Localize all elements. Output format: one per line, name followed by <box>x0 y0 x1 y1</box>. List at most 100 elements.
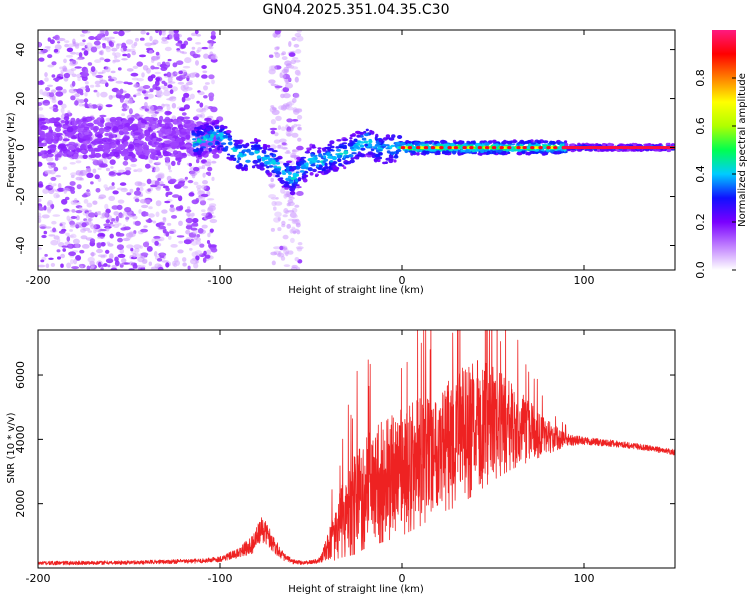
spectrogram-cell <box>166 118 171 124</box>
spectrogram-cell <box>67 133 73 138</box>
spectrogram-cell <box>110 166 114 169</box>
colorbar-tick-label: 0.2 <box>694 213 707 231</box>
spectrogram-cell <box>179 146 187 150</box>
spectrogram-cell <box>41 121 47 125</box>
spectrogram-cell <box>119 97 124 103</box>
spectrogram-cell <box>161 36 168 42</box>
spectrogram-cell <box>99 57 105 61</box>
spectrogram-cell <box>273 165 278 169</box>
spectrogram-cell <box>296 186 302 189</box>
spectrogram-cell <box>325 153 331 156</box>
spectrogram-cell <box>492 150 497 155</box>
spectrogram-cell <box>87 230 93 233</box>
spectrogram-cell <box>250 147 256 150</box>
spectrogram-cell <box>271 159 276 164</box>
spectrogram-cell <box>165 187 170 192</box>
spectrogram-cell <box>81 208 89 212</box>
spectrogram-cell <box>307 167 313 172</box>
spectrogram-cell <box>292 172 298 177</box>
spectrogram-cell <box>89 238 96 244</box>
spectrogram-cell <box>453 148 459 151</box>
spectrogram-cell <box>158 30 162 36</box>
spectrogram-xtick-label: 0 <box>399 274 406 287</box>
spectrogram-cell <box>286 185 292 189</box>
spectrogram-cell <box>171 160 176 166</box>
spectrogram-cell <box>41 234 47 239</box>
spectrogram-cell <box>148 49 154 54</box>
spectrogram-cell <box>211 79 215 85</box>
spectrogram-cell <box>210 55 218 60</box>
spectrogram-cell <box>123 136 130 141</box>
spectrogram-cell <box>172 62 178 68</box>
spectrogram-cell <box>171 102 177 109</box>
spectrogram-cell <box>289 190 296 196</box>
spectrogram-cell <box>96 103 104 109</box>
spectrogram-cell <box>136 78 144 82</box>
spectrogram-cell <box>70 60 78 66</box>
spectrogram-cell <box>133 190 142 196</box>
spectrogram-cell <box>61 245 69 248</box>
spectrogram-cell <box>235 145 240 149</box>
spectrogram-cell <box>279 177 284 180</box>
spectrogram-cell <box>38 57 45 62</box>
spectrogram-cell <box>94 80 101 86</box>
spectrogram-cell <box>50 146 57 152</box>
spectrogram-cell <box>170 137 176 141</box>
spectrogram-cell <box>145 90 151 94</box>
spectrogram-cell <box>173 30 179 34</box>
spectrogram-cell <box>74 242 80 249</box>
spectrogram-cell <box>361 137 367 141</box>
spectrogram-cell <box>485 142 491 145</box>
spectrogram-cell <box>142 241 150 248</box>
spectrogram-cell <box>245 159 251 163</box>
spectrogram-cell <box>95 74 104 79</box>
spectrogram-cell <box>230 157 235 161</box>
spectrogram-cell <box>121 108 128 112</box>
spectrogram-cell <box>77 124 85 128</box>
spectrogram-cell <box>393 155 399 159</box>
spectrogram-cell <box>285 177 290 182</box>
spectrogram-cell <box>187 37 193 41</box>
spectrogram-cell <box>138 140 144 144</box>
spectrogram-cell <box>138 154 146 159</box>
spectrogram-cell <box>134 220 141 226</box>
spectrogram-cell <box>439 139 446 144</box>
spectrogram-cell <box>314 156 318 160</box>
spectrogram-cell <box>109 253 114 260</box>
spectrogram-cell <box>342 142 348 145</box>
spectrogram-cell <box>363 133 370 137</box>
spectrogram-cell <box>144 101 148 108</box>
spectrogram-cell <box>164 110 172 116</box>
spectrogram-cell <box>291 132 299 138</box>
spectrogram-cell <box>295 124 302 127</box>
spectrogram-cell <box>83 98 89 103</box>
spectrogram-cell <box>177 181 185 187</box>
spectrogram-cell <box>183 104 190 110</box>
spectrogram-cell <box>66 126 74 133</box>
spectrogram-cell <box>199 200 207 206</box>
spectrogram-cell <box>273 206 277 211</box>
spectrogram-cell <box>338 163 343 167</box>
spectrogram-cell <box>204 82 210 85</box>
spectrogram-cell <box>273 246 281 250</box>
spectrogram-xtick-label: -100 <box>208 274 233 287</box>
spectrogram-cell <box>120 150 129 155</box>
spectrogram-cell <box>144 42 152 47</box>
spectrogram-cell <box>55 127 61 133</box>
spectrogram-cell <box>272 149 278 153</box>
spectrogram-cell <box>117 169 126 173</box>
spectrogram-cell <box>309 160 313 165</box>
spectrogram-cell <box>184 144 192 148</box>
spectrogram-cell <box>150 266 159 270</box>
spectrogram-cell <box>121 113 126 117</box>
spectrogram-cell <box>137 182 146 187</box>
spectrogram-cell <box>74 222 82 228</box>
spectrogram-cell <box>104 203 109 210</box>
spectrogram-cell <box>255 139 261 142</box>
spectrogram-cell <box>91 251 95 257</box>
spectrogram-cell <box>127 144 134 149</box>
spectrogram-cell <box>271 107 277 111</box>
spectrogram-cell <box>262 145 267 149</box>
spectrogram-cell <box>141 204 149 209</box>
spectrogram-cell <box>148 213 155 218</box>
